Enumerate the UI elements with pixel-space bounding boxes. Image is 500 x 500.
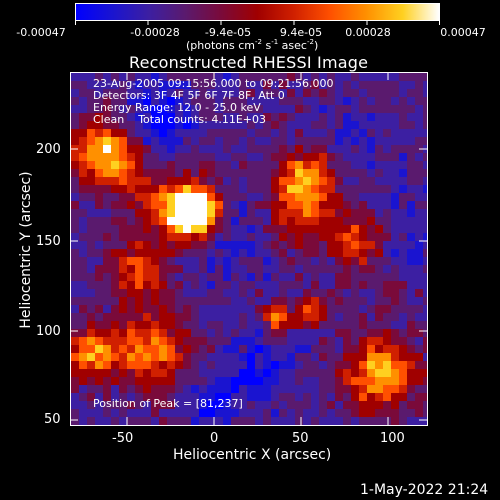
energy-range-annotation: Energy Range: 12.0 - 25.0 keV: [93, 101, 261, 114]
image-frame: [70, 72, 428, 426]
colorbar-gradient: [76, 4, 439, 20]
time-range-annotation: 23-Aug-2005 09:15:56.000 to 09:21:56.000: [93, 77, 334, 90]
colorbar-tick-label: 9.4e-05: [279, 26, 323, 39]
rhessi-image-heatmap: [71, 73, 427, 425]
colorbar-tick-marks: [75, 20, 440, 26]
plot-title: Reconstructed RHESSI Image: [129, 53, 369, 72]
colorbar-tick-label: -0.00028: [130, 26, 180, 39]
y-tick-label: 200: [36, 142, 61, 157]
x-tick-label: 0: [210, 431, 219, 446]
colorbar-units-label: (photons cm-2 s-1 asec-2): [186, 38, 319, 52]
colorbar: [75, 3, 440, 21]
colorbar-tick-label: -9.4e-05: [204, 26, 252, 39]
colorbar-tick-label: -0.00047: [16, 26, 66, 39]
x-tick-label: 50: [292, 431, 309, 446]
x-axis-label: Heliocentric X (arcsec): [173, 447, 332, 463]
heatmap-cells: [71, 73, 427, 425]
y-axis-label: Heliocentric Y (arcsec): [18, 171, 34, 329]
y-tick-label: 50: [44, 412, 61, 427]
detectors-annotation: Detectors: 3F 4F 5F 6F 7F 8F, Att 0: [93, 89, 285, 102]
colorbar-tick-label: 0.00047: [440, 26, 486, 39]
colorbar-tick-label: 0.00028: [345, 26, 391, 39]
clean-counts-annotation: Clean Total counts: 4.11E+03: [93, 113, 267, 126]
x-tick-label: 100: [380, 431, 405, 446]
footer-date: 1-May-2022 21:24: [360, 482, 489, 498]
peak-position-annotation: Position of Peak = [81,237]: [93, 397, 243, 410]
y-tick-label: 150: [36, 234, 61, 249]
y-tick-label: 100: [36, 324, 61, 339]
x-tick-label: -50: [112, 431, 134, 446]
